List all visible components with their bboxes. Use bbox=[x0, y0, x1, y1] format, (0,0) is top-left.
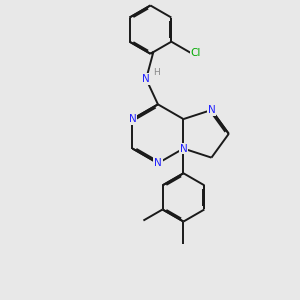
Text: N: N bbox=[180, 143, 187, 154]
Text: N: N bbox=[154, 158, 162, 168]
Text: H: H bbox=[153, 68, 160, 77]
Text: N: N bbox=[129, 114, 136, 124]
Text: N: N bbox=[208, 105, 215, 115]
Text: Cl: Cl bbox=[190, 48, 201, 58]
Text: N: N bbox=[142, 74, 150, 84]
